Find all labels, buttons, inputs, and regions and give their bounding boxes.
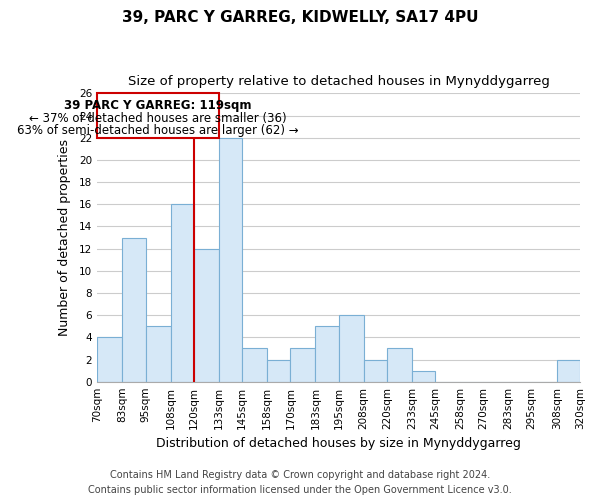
Bar xyxy=(338,315,364,382)
Text: Contains HM Land Registry data © Crown copyright and database right 2024.
Contai: Contains HM Land Registry data © Crown c… xyxy=(88,470,512,495)
Y-axis label: Number of detached properties: Number of detached properties xyxy=(58,139,71,336)
Text: 63% of semi-detached houses are larger (62) →: 63% of semi-detached houses are larger (… xyxy=(17,124,299,138)
Bar xyxy=(194,248,219,382)
Bar xyxy=(170,204,194,382)
Bar xyxy=(97,338,122,382)
Bar xyxy=(290,348,316,382)
Bar xyxy=(242,348,267,382)
Bar xyxy=(364,360,387,382)
Bar xyxy=(219,138,242,382)
Text: 39 PARC Y GARREG: 119sqm: 39 PARC Y GARREG: 119sqm xyxy=(64,99,252,112)
FancyBboxPatch shape xyxy=(97,94,219,138)
Text: 39, PARC Y GARREG, KIDWELLY, SA17 4PU: 39, PARC Y GARREG, KIDWELLY, SA17 4PU xyxy=(122,10,478,25)
Bar xyxy=(387,348,412,382)
Bar xyxy=(412,370,435,382)
Bar xyxy=(267,360,290,382)
Bar xyxy=(316,326,338,382)
Bar xyxy=(557,360,580,382)
X-axis label: Distribution of detached houses by size in Mynyddygarreg: Distribution of detached houses by size … xyxy=(156,437,521,450)
Bar xyxy=(146,326,170,382)
Text: ← 37% of detached houses are smaller (36): ← 37% of detached houses are smaller (36… xyxy=(29,112,287,124)
Title: Size of property relative to detached houses in Mynyddygarreg: Size of property relative to detached ho… xyxy=(128,75,550,88)
Bar xyxy=(122,238,146,382)
